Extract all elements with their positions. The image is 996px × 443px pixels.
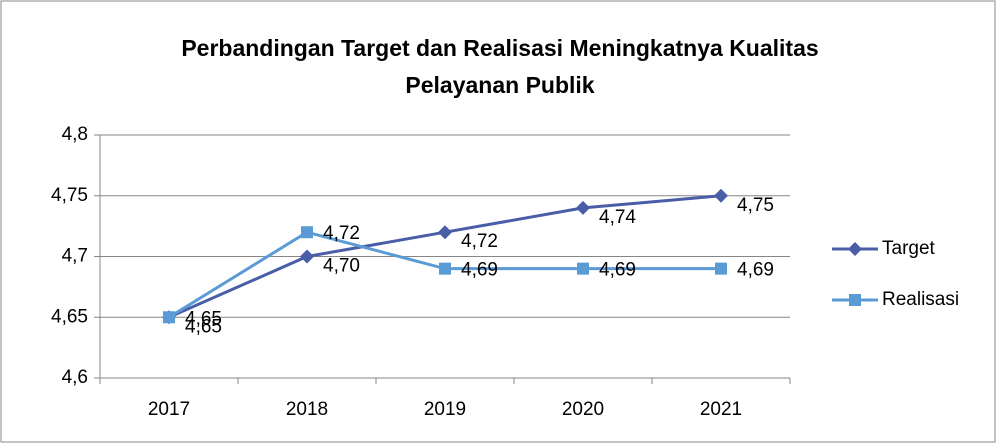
marker bbox=[715, 262, 727, 275]
chart-title: Pelayanan Publik bbox=[405, 72, 594, 98]
data-label: 4,69 bbox=[737, 260, 774, 281]
x-tick-label: 2019 bbox=[424, 399, 466, 420]
legend-label: Realisasi bbox=[882, 289, 959, 310]
data-label: 4,69 bbox=[599, 260, 636, 281]
y-tick-label: 4,75 bbox=[51, 185, 88, 206]
data-label: 4,70 bbox=[323, 256, 360, 277]
marker bbox=[438, 225, 452, 240]
chart-title: Perbandingan Target dan Realisasi Mening… bbox=[181, 35, 818, 61]
data-label: 4,75 bbox=[737, 195, 774, 216]
y-tick-label: 4,6 bbox=[62, 367, 88, 388]
x-tick-label: 2021 bbox=[700, 399, 742, 420]
data-label: 4,74 bbox=[599, 207, 636, 228]
data-label: 4,72 bbox=[461, 231, 498, 252]
marker bbox=[576, 200, 590, 215]
marker bbox=[849, 294, 861, 306]
marker bbox=[848, 242, 862, 256]
data-label: 4,65 bbox=[185, 308, 222, 329]
y-tick-label: 4,7 bbox=[62, 246, 88, 267]
x-tick-label: 2018 bbox=[286, 399, 328, 420]
x-tick-label: 2017 bbox=[148, 399, 190, 420]
marker bbox=[714, 188, 728, 203]
marker bbox=[163, 311, 175, 324]
marker bbox=[300, 249, 314, 264]
data-label: 4,69 bbox=[461, 260, 498, 281]
data-label: 4,72 bbox=[323, 223, 360, 244]
y-tick-label: 4,65 bbox=[51, 306, 88, 327]
data-label: 4,65 bbox=[185, 316, 222, 337]
legend-label: Target bbox=[882, 238, 936, 259]
marker bbox=[439, 262, 451, 275]
y-tick-label: 4,8 bbox=[62, 124, 88, 145]
marker bbox=[301, 226, 313, 239]
x-tick-label: 2020 bbox=[562, 399, 604, 420]
marker bbox=[577, 262, 589, 275]
